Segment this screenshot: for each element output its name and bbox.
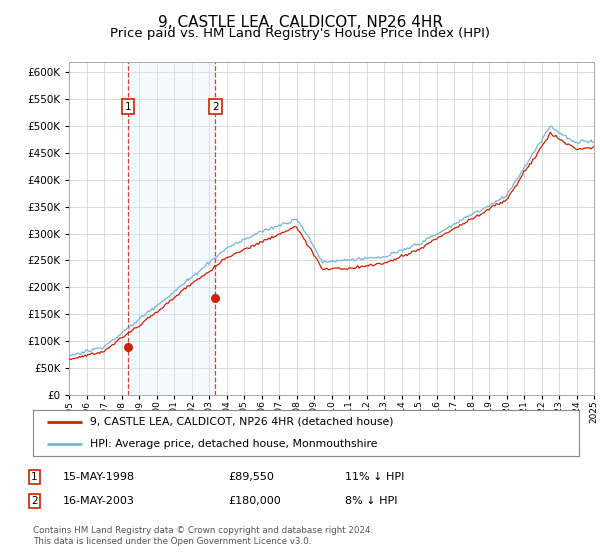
Text: £89,550: £89,550 bbox=[228, 472, 274, 482]
Text: 9, CASTLE LEA, CALDICOT, NP26 4HR: 9, CASTLE LEA, CALDICOT, NP26 4HR bbox=[157, 15, 443, 30]
Text: HPI: Average price, detached house, Monmouthshire: HPI: Average price, detached house, Monm… bbox=[91, 440, 378, 450]
Text: 11% ↓ HPI: 11% ↓ HPI bbox=[345, 472, 404, 482]
Text: 2: 2 bbox=[31, 496, 38, 506]
Text: 9, CASTLE LEA, CALDICOT, NP26 4HR (detached house): 9, CASTLE LEA, CALDICOT, NP26 4HR (detac… bbox=[91, 417, 394, 427]
Text: £180,000: £180,000 bbox=[228, 496, 281, 506]
Text: 15-MAY-1998: 15-MAY-1998 bbox=[63, 472, 135, 482]
Text: 16-MAY-2003: 16-MAY-2003 bbox=[63, 496, 135, 506]
Text: 2: 2 bbox=[212, 101, 219, 111]
Text: 8% ↓ HPI: 8% ↓ HPI bbox=[345, 496, 398, 506]
Text: 1: 1 bbox=[31, 472, 38, 482]
Text: 1: 1 bbox=[125, 101, 131, 111]
Text: Contains HM Land Registry data © Crown copyright and database right 2024.
This d: Contains HM Land Registry data © Crown c… bbox=[33, 526, 373, 546]
Text: Price paid vs. HM Land Registry's House Price Index (HPI): Price paid vs. HM Land Registry's House … bbox=[110, 27, 490, 40]
Bar bbox=[128, 62, 215, 395]
